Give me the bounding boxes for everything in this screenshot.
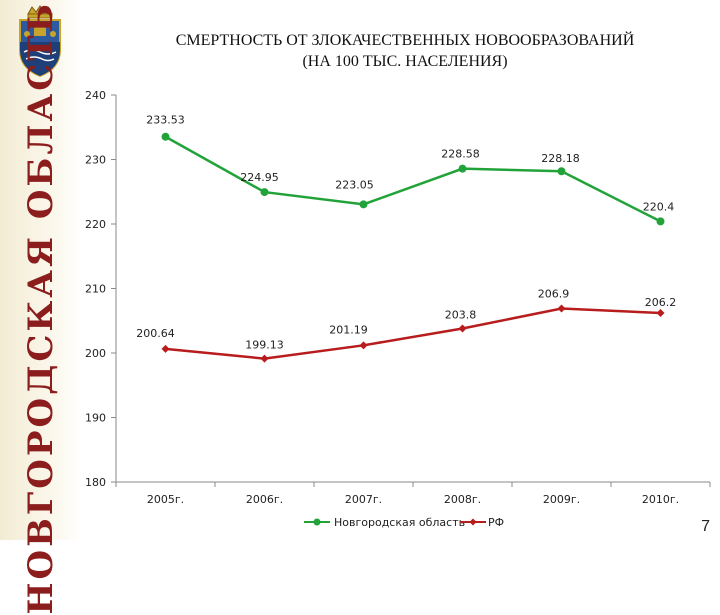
data-label: 223.05 bbox=[335, 178, 374, 191]
x-tick-label: 2006г. bbox=[246, 493, 283, 506]
data-point bbox=[359, 200, 368, 209]
data-point bbox=[458, 164, 467, 173]
slide-number: 7 bbox=[701, 518, 710, 535]
x-tick-label: 2010г. bbox=[642, 493, 679, 506]
data-label: 233.53 bbox=[146, 114, 185, 127]
data-label: 203.8 bbox=[445, 308, 477, 321]
x-tick-label: 2008г. bbox=[444, 493, 481, 506]
x-tick-label: 2007г. bbox=[345, 493, 382, 506]
data-point bbox=[557, 304, 566, 313]
data-label: 206.9 bbox=[538, 287, 570, 300]
data-point bbox=[161, 344, 170, 353]
data-point bbox=[359, 341, 368, 350]
data-label: 201.19 bbox=[329, 323, 368, 336]
y-tick-label: 200 bbox=[85, 347, 106, 360]
data-point bbox=[161, 132, 170, 141]
data-point bbox=[458, 324, 467, 333]
y-tick-label: 190 bbox=[85, 412, 106, 425]
chart-title: СМЕРТНОСТЬ ОТ ЗЛОКАЧЕСТВЕННЫХ НОВООБРАЗО… bbox=[175, 32, 635, 49]
coat-of-arms-icon bbox=[19, 5, 61, 78]
data-label: 199.13 bbox=[245, 339, 284, 352]
chart-title-block: СМЕРТНОСТЬ ОТ ЗЛОКАЧЕСТВЕННЫХ НОВООБРАЗО… bbox=[100, 30, 710, 72]
series-line-rf bbox=[165, 307, 661, 360]
data-label: 206.2 bbox=[645, 296, 677, 309]
legend-label: РФ bbox=[488, 516, 504, 529]
data-label: 200.64 bbox=[136, 327, 175, 340]
y-tick-label: 220 bbox=[85, 218, 106, 231]
y-tick-label: 230 bbox=[85, 154, 106, 167]
data-label: 220.4 bbox=[643, 200, 675, 213]
y-tick-label: 180 bbox=[85, 476, 106, 489]
legend-label: Новгородская область bbox=[334, 516, 465, 529]
line-chart: 180 190 200 210 220 230 240 2005г. 2006г. 2007г. 2… bbox=[85, 89, 711, 529]
data-label: 224.95 bbox=[240, 171, 279, 184]
data-point bbox=[557, 167, 566, 176]
legend-marker bbox=[469, 518, 477, 526]
series-line-novgorod bbox=[164, 135, 662, 223]
data-label: 228.58 bbox=[441, 148, 480, 161]
data-label: 228.18 bbox=[541, 152, 580, 165]
legend-marker bbox=[313, 518, 321, 526]
data-point bbox=[260, 188, 269, 197]
x-tick-label: 2005г. bbox=[147, 493, 184, 506]
y-tick-label: 210 bbox=[85, 283, 106, 296]
data-point bbox=[260, 354, 269, 363]
data-point bbox=[656, 217, 665, 226]
data-point bbox=[656, 309, 665, 318]
y-tick-label: 240 bbox=[85, 89, 106, 102]
sidebar-banner: НОВГОРОДСКАЯ ОБЛАСТЬ bbox=[0, 0, 82, 615]
x-tick-label: 2009г. bbox=[543, 493, 580, 506]
chart-subtitle: (НА 100 ТЫС. НАСЕЛЕНИЯ) bbox=[302, 53, 508, 70]
